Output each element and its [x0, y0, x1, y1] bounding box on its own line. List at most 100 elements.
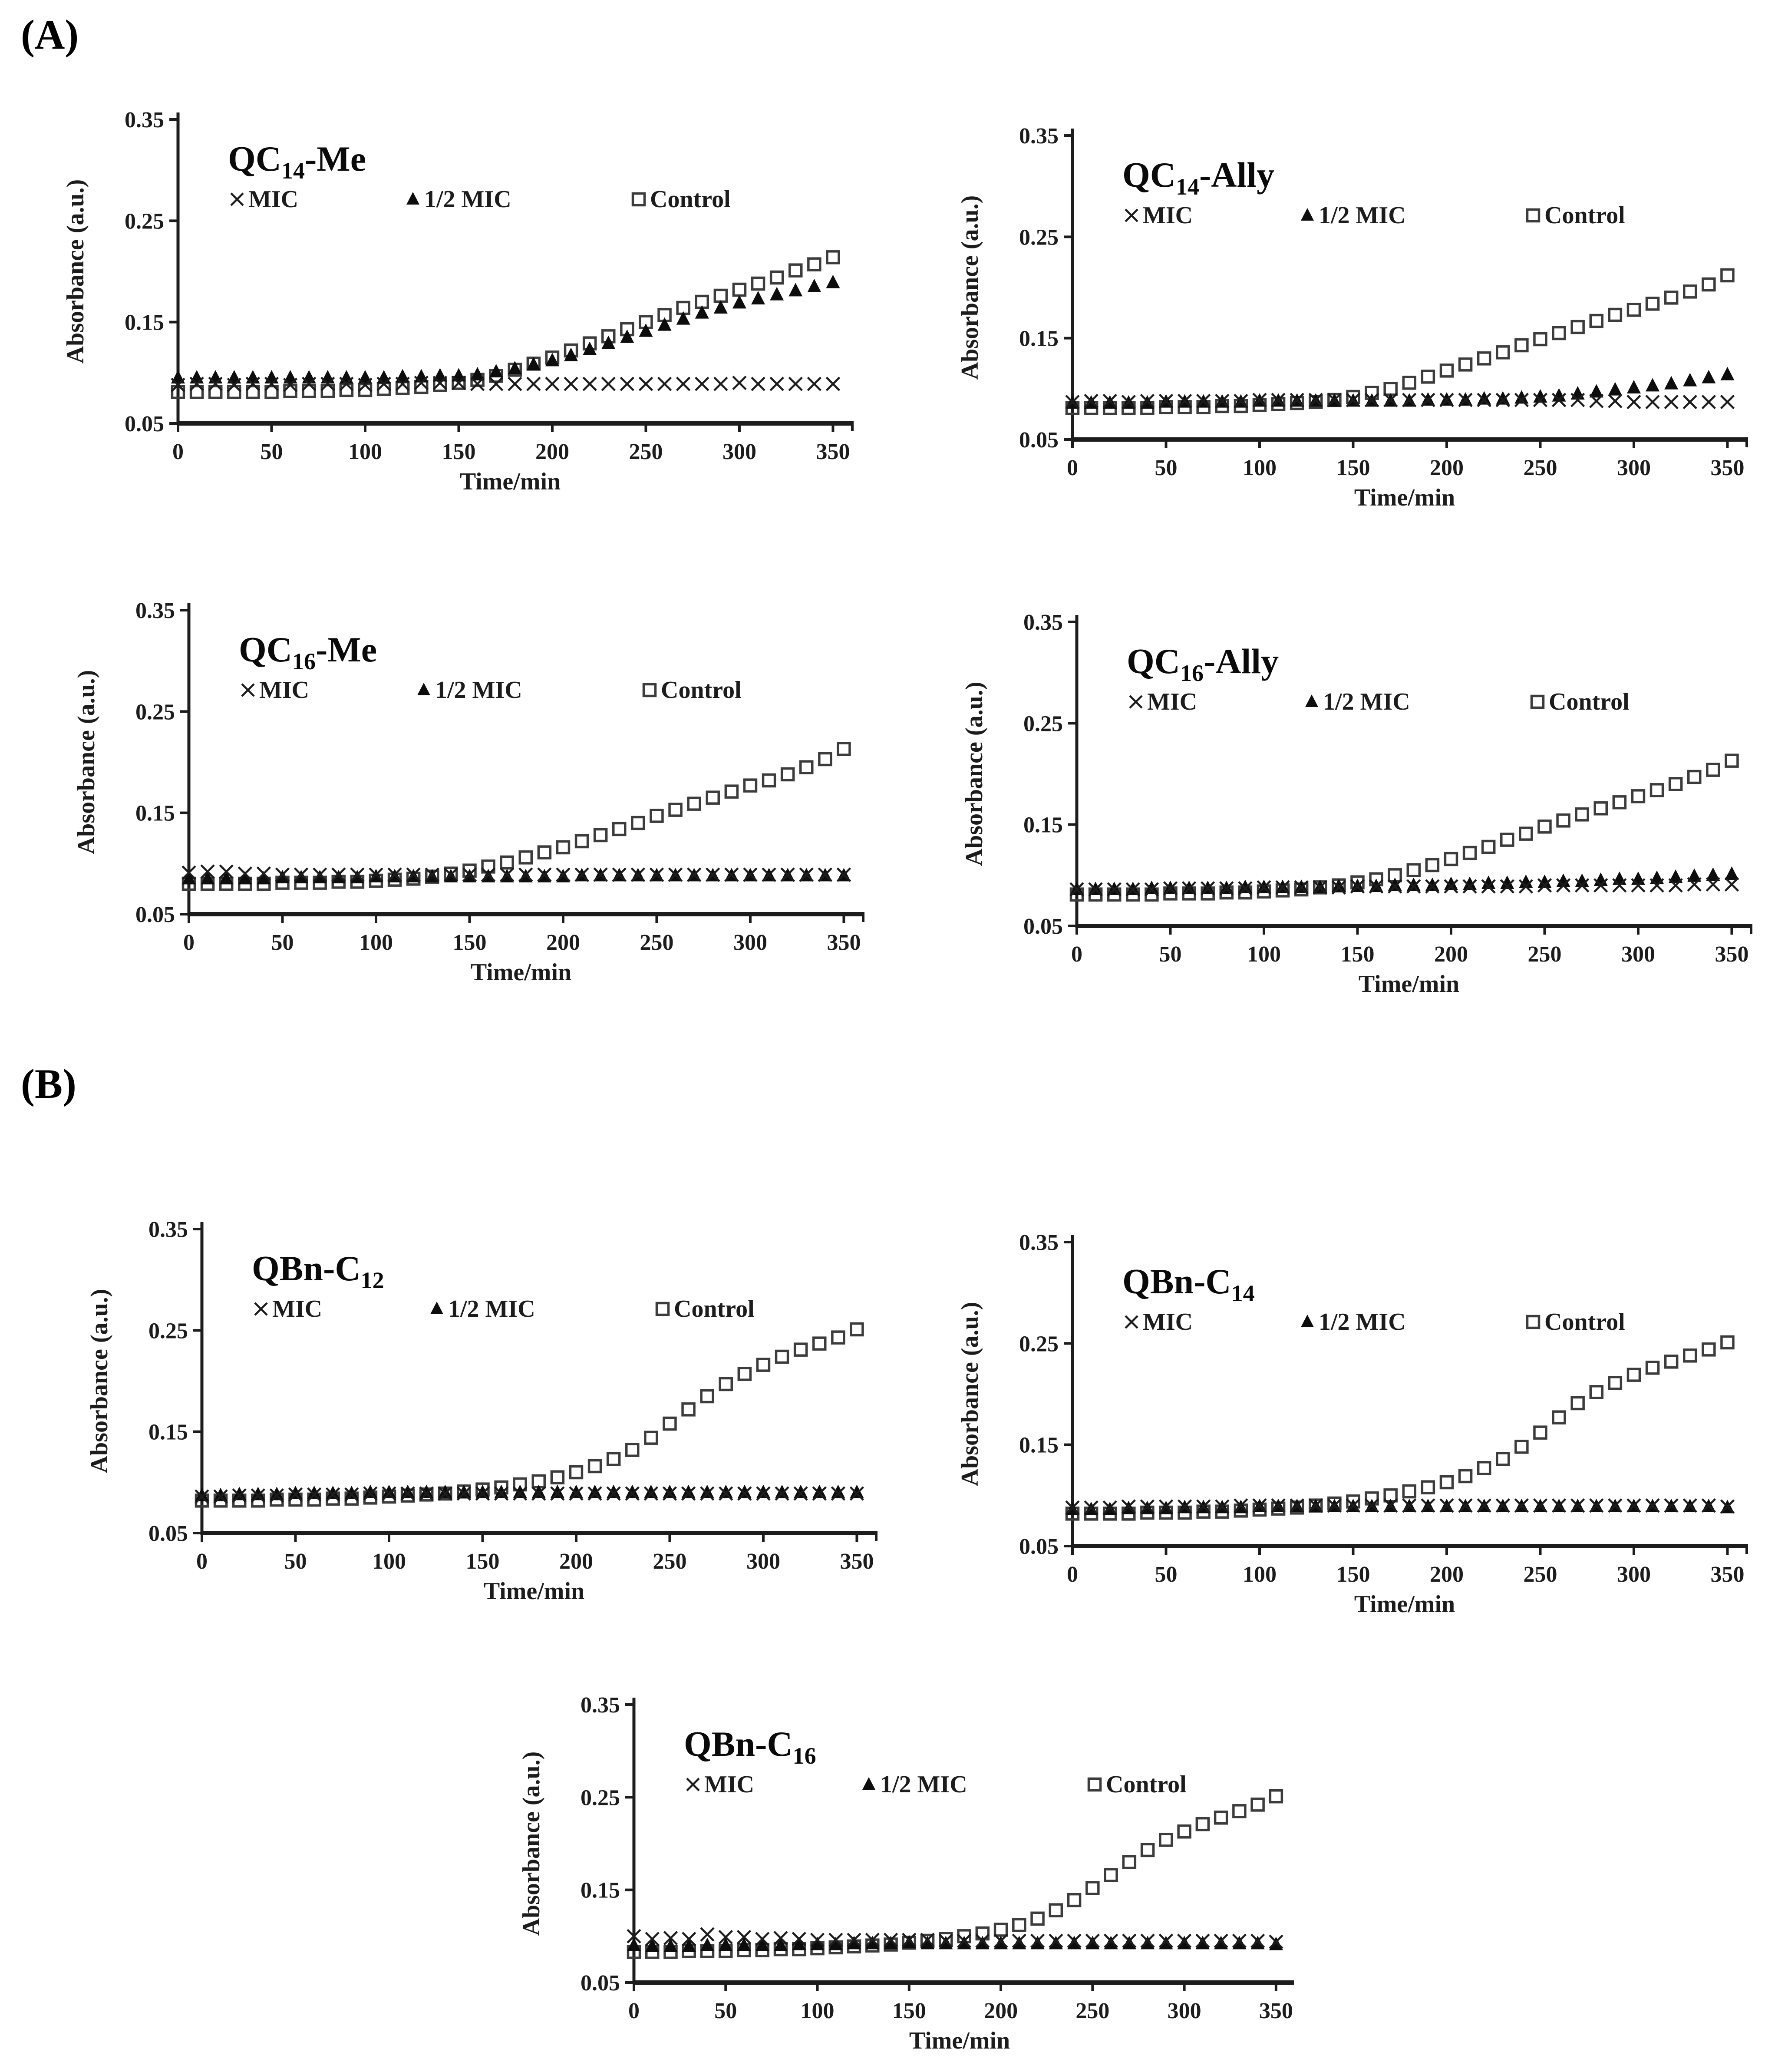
- legend-label: 1/2 MIC: [424, 186, 511, 213]
- y-tick-label: 0.35: [1019, 124, 1059, 149]
- x-tick-label: 50: [1155, 1562, 1177, 1587]
- chart-qc14-me-svg: 0.05 0.15 0.25 0.35 0 50 100 150 200 250 300 350 Abs…: [62, 108, 854, 495]
- legend: MIC 1/2 MIC Control: [686, 1771, 1187, 1798]
- x-tick-label: 250: [1523, 456, 1557, 480]
- legend-label: MIC: [248, 186, 298, 213]
- axes: [187, 603, 864, 922]
- x-tick-label: 100: [359, 930, 393, 955]
- x-axis-ticks: 0 50 100 150 200 250 300 350: [196, 1533, 874, 1574]
- y-tick-label: 0.35: [1023, 610, 1063, 635]
- y-tick-label: 0.05: [148, 1521, 188, 1546]
- y-axis-ticks: 0.05 0.15 0.25 0.35: [1023, 610, 1077, 939]
- y-tick-label: 0.05: [581, 1971, 620, 1996]
- chart-title: QBn-C14: [1122, 1262, 1255, 1306]
- legend-item-mic: MIC: [686, 1771, 754, 1798]
- legend-item-1-2-mic: 1/2 MIC: [1305, 688, 1410, 715]
- x-tick-label: 200: [1430, 456, 1464, 480]
- y-tick-label: 0.15: [1019, 327, 1059, 351]
- x-tick-label: 300: [733, 930, 767, 955]
- legend-label: Control: [661, 677, 742, 704]
- panel-b-label: (B): [21, 1061, 76, 1107]
- x-tick-label: 350: [1710, 1562, 1744, 1587]
- series-control: [627, 1789, 1283, 1959]
- x-axis-label: Time/min: [1354, 484, 1455, 511]
- legend-label: MIC: [704, 1771, 754, 1798]
- y-axis-ticks: 0.05 0.15 0.25 0.35: [135, 598, 189, 927]
- x-tick-label: 200: [535, 440, 569, 464]
- legend: MIC 1/2 MIC Control: [1125, 1309, 1625, 1335]
- y-tick-label: 0.05: [1019, 1534, 1059, 1559]
- legend-item-control: Control: [631, 186, 731, 213]
- y-tick-label: 0.15: [135, 801, 175, 826]
- legend: MIC 1/2 MIC Control: [241, 677, 742, 704]
- y-tick-label: 0.25: [135, 700, 175, 724]
- x-tick-label: 0: [183, 930, 195, 955]
- legend-label: MIC: [272, 1295, 322, 1322]
- x-axis-label: Time/min: [909, 2027, 1010, 2054]
- x-axis-label: Time/min: [471, 959, 571, 986]
- y-tick-label: 0.25: [1019, 225, 1059, 250]
- legend-label: MIC: [259, 677, 309, 704]
- axes: [1071, 1235, 1748, 1554]
- series-mic: [1065, 393, 1735, 410]
- x-tick-label: 350: [827, 930, 861, 955]
- legend-label: 1/2 MIC: [880, 1771, 967, 1798]
- y-tick-label: 0.05: [1019, 428, 1059, 453]
- x-tick-label: 300: [1617, 456, 1651, 480]
- x-tick-label: 150: [1336, 1562, 1370, 1587]
- y-tick-label: 0.25: [125, 209, 164, 234]
- legend-item-1-2-mic: 1/2 MIC: [862, 1771, 967, 1798]
- legend-label: Control: [1106, 1771, 1187, 1798]
- y-axis-label: Absorbance (a.u.): [961, 682, 988, 866]
- chart-qc14-ally: 0.05 0.15 0.25 0.35 0 50 100 150 200 250 300 350 Abs…: [934, 109, 1772, 522]
- legend-item-mic: MIC: [1129, 688, 1197, 715]
- x-tick-label: 200: [559, 1549, 593, 1574]
- legend-item-mic: MIC: [1125, 1309, 1193, 1335]
- legend-label: 1/2 MIC: [1319, 1309, 1406, 1335]
- legend-item-control: Control: [1087, 1771, 1187, 1798]
- y-tick-label: 0.25: [1023, 711, 1063, 736]
- legend-item-mic: MIC: [1125, 202, 1193, 229]
- y-tick-label: 0.05: [125, 412, 164, 436]
- axes: [1071, 129, 1748, 447]
- series-control: [1065, 1335, 1735, 1521]
- legend-item-control: Control: [1530, 688, 1630, 715]
- axes: [200, 1222, 878, 1541]
- x-tick-label: 350: [1715, 942, 1748, 967]
- legend-item-1-2-mic: 1/2 MIC: [417, 677, 522, 704]
- x-tick-label: 0: [1071, 942, 1082, 967]
- x-tick-label: 300: [1621, 942, 1655, 967]
- x-tick-label: 350: [816, 440, 850, 464]
- x-tick-label: 300: [1617, 1562, 1651, 1587]
- chart-qc14-ally-svg: 0.05 0.15 0.25 0.35 0 50 100 150 200 250 300 350 Abs…: [957, 124, 1748, 511]
- chart-title: QC14-Me: [228, 139, 366, 184]
- legend-label: 1/2 MIC: [1323, 688, 1410, 715]
- x-tick-label: 0: [1067, 456, 1078, 480]
- legend-item-control: Control: [642, 677, 742, 704]
- x-tick-label: 250: [1523, 1562, 1557, 1587]
- x-tick-label: 50: [284, 1549, 307, 1574]
- chart-qbn-c16: 0.05 0.15 0.25 0.35 0 50 100 150 200 250 300 350 Abs…: [495, 1679, 1294, 2065]
- x-tick-label: 300: [722, 440, 756, 464]
- x-tick-label: 200: [1430, 1562, 1464, 1587]
- x-axis-label: Time/min: [460, 468, 561, 495]
- y-tick-label: 0.15: [1019, 1433, 1059, 1458]
- y-tick-label: 0.35: [148, 1217, 188, 1242]
- x-tick-label: 100: [348, 440, 382, 464]
- series-1-2-mic: [1070, 866, 1739, 895]
- x-tick-label: 350: [1259, 1999, 1293, 2023]
- legend-label: Control: [1544, 1309, 1625, 1335]
- x-tick-label: 350: [1710, 456, 1744, 480]
- series-1-2-mic: [627, 1935, 1283, 1952]
- legend: MIC 1/2 MIC Control: [1125, 202, 1625, 229]
- y-tick-label: 0.35: [135, 598, 175, 623]
- y-tick-label: 0.15: [125, 311, 164, 335]
- x-tick-label: 250: [1075, 1999, 1109, 2023]
- y-axis-ticks: 0.05 0.15 0.25 0.35: [125, 108, 178, 436]
- legend-item-mic: MIC: [241, 677, 309, 704]
- x-tick-label: 50: [1159, 942, 1181, 967]
- series-mic: [181, 864, 851, 882]
- legend: MIC 1/2 MIC Control: [230, 186, 731, 213]
- x-tick-label: 300: [1168, 1999, 1201, 2023]
- x-tick-label: 100: [372, 1549, 406, 1574]
